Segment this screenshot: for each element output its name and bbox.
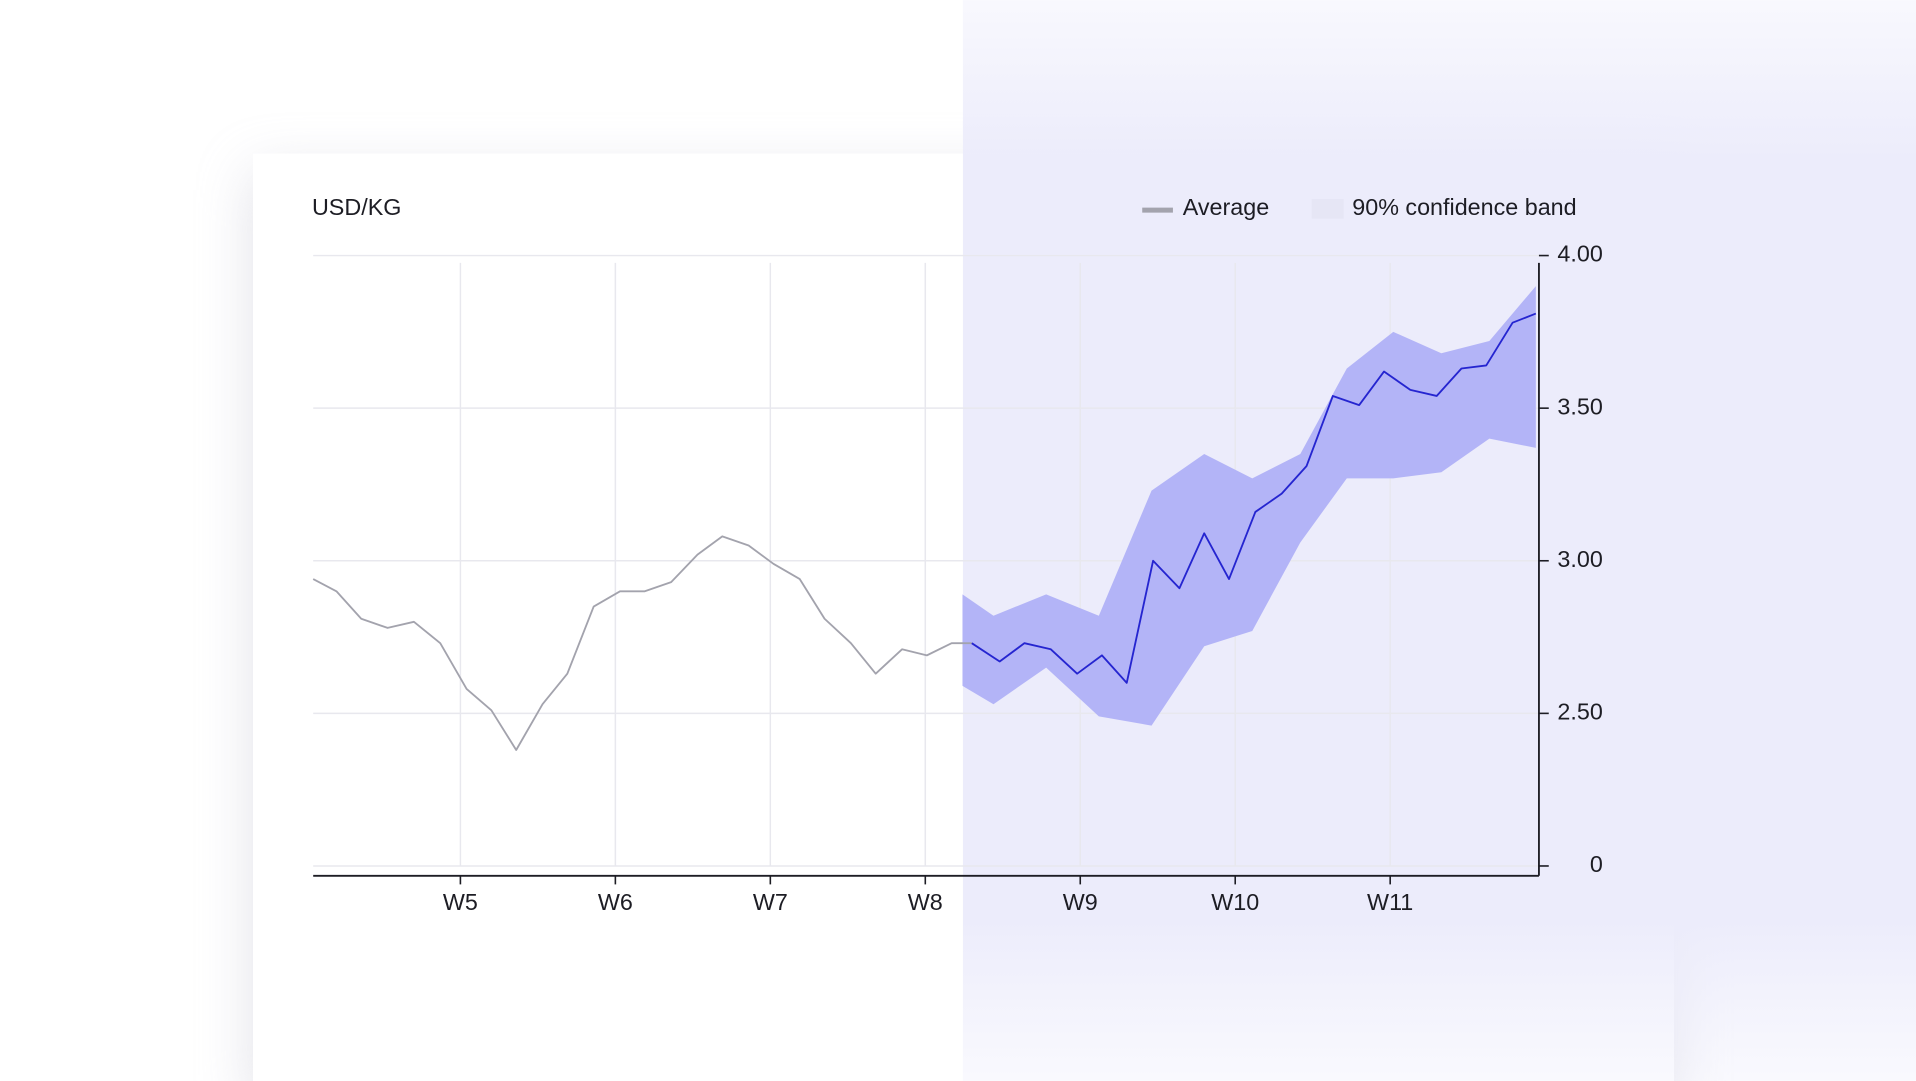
x-tick-label: W8 [908,889,943,915]
y-tick-label: 3.00 [1557,546,1602,572]
x-tick-label: W5 [443,889,478,915]
legend-swatch [1311,199,1344,219]
chart-title: USD/KG [312,194,401,220]
y-tick-label: 3.50 [1557,393,1602,419]
x-tick-label: W11 [1367,889,1413,915]
legend-label: Average [1183,194,1269,220]
forecast-highlight [962,0,1916,1081]
y-tick-label: 0 [1590,851,1603,877]
x-tick-label: W9 [1063,889,1098,915]
x-tick-label: W6 [598,889,633,915]
legend-label: 90% confidence band [1352,194,1576,220]
y-tick-label: 4.00 [1557,241,1602,267]
x-tick-label: W10 [1211,889,1259,915]
y-tick-label: 2.50 [1557,699,1602,725]
confidence-band [962,286,1536,726]
line [971,312,1537,684]
x-tick-label: W7 [753,889,788,915]
line [312,535,972,751]
plot: 0 2.50 3.00 3.50 4.00 W5 W6 W7 W8 W9 W10 W11 Average… [312,194,1603,915]
